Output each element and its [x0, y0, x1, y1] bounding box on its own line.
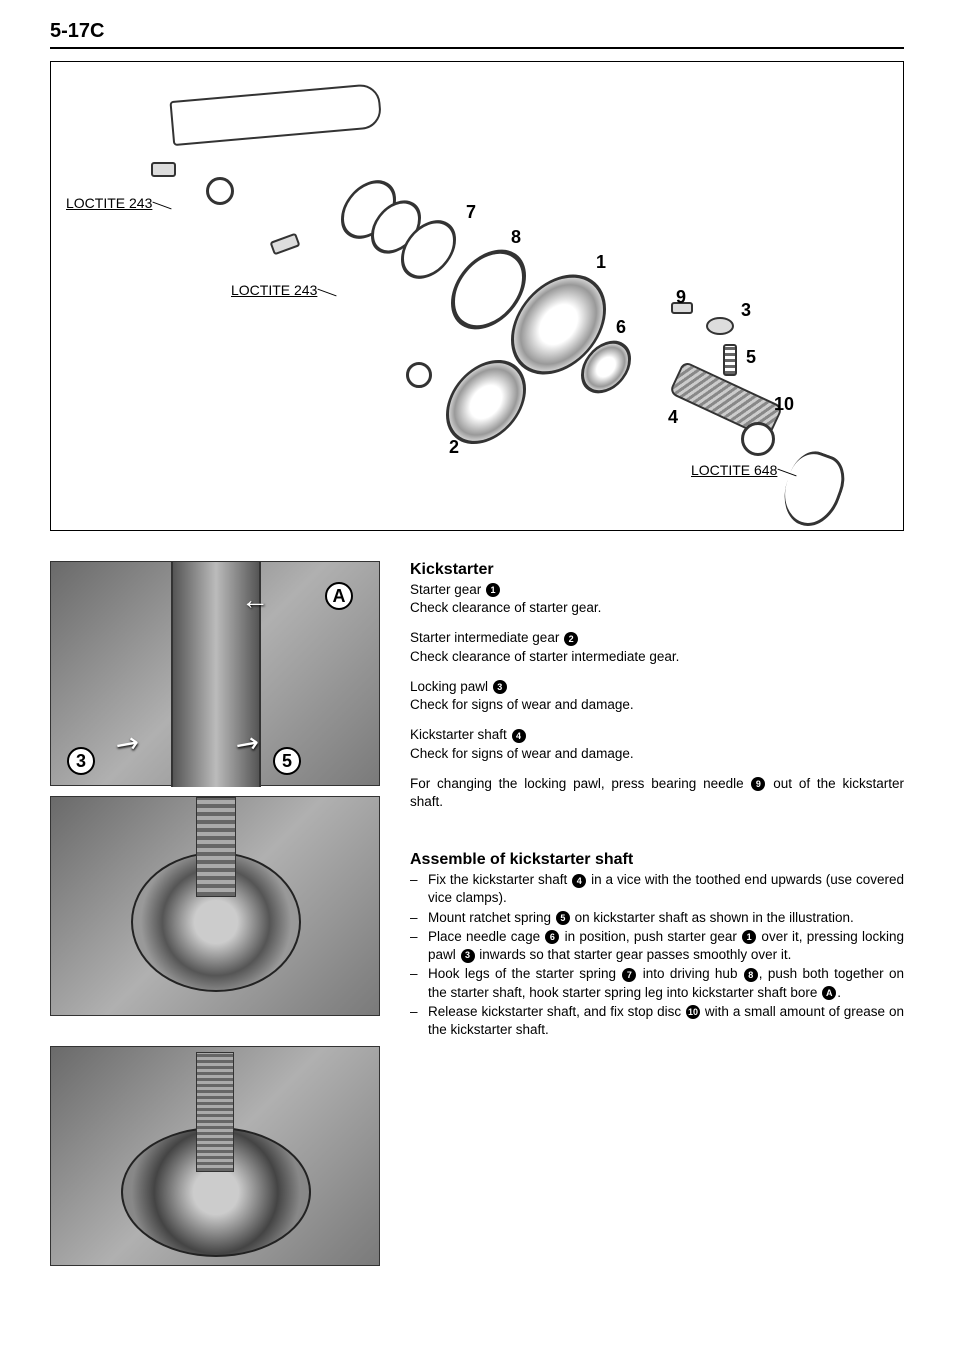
marker-A: A [325, 582, 353, 610]
dash-icon: – [410, 928, 428, 964]
bullet-5: – Release kickstarter shaft, and fix sto… [410, 1003, 904, 1039]
part-bracket [775, 445, 852, 534]
ref-8b: 8 [744, 968, 758, 982]
callout-6: 6 [616, 317, 626, 338]
text: For changing the locking pawl, press bea… [410, 776, 750, 791]
text: Fix the kickstarter shaft 4 in a vice wi… [428, 871, 904, 907]
callout-10: 10 [774, 394, 794, 415]
part-bolt-a [151, 162, 176, 177]
marker-3: 3 [67, 747, 95, 775]
callout-1: 1 [596, 252, 606, 273]
t: Hook legs of the starter spring [428, 966, 621, 981]
part-ring-small [406, 362, 432, 388]
arrow-a: ← [241, 584, 269, 616]
page-header: 5-17C [50, 20, 904, 49]
text: Locking pawl [410, 679, 492, 694]
photo-column: ← A ↗ ↗ 3 5 [50, 561, 380, 1276]
t: in position, push starter gear [560, 929, 741, 944]
t: on kickstarter shaft as shown in the ill… [571, 910, 854, 925]
arrow-3: ↗ [109, 723, 147, 763]
callout-4: 4 [668, 407, 678, 428]
ref-1b: 1 [742, 930, 756, 944]
text: Kickstarter shaft [410, 727, 511, 742]
loctite-label-b: LOCTITE 243 [231, 282, 317, 298]
text: Check for signs of wear and damage. [410, 746, 634, 761]
para-intermediate-gear: Starter intermediate gear 2 Check cleara… [410, 629, 904, 665]
para-locking-pawl: Locking pawl 3 Check for signs of wear a… [410, 678, 904, 714]
callout-9: 9 [676, 287, 686, 308]
photo-2 [50, 796, 380, 1016]
t: . [837, 985, 841, 1000]
text-column: Kickstarter Starter gear 1 Check clearan… [410, 561, 904, 1276]
text: Check clearance of starter intermediate … [410, 649, 679, 664]
ref-9: 9 [751, 777, 765, 791]
part-spring-5 [723, 344, 737, 376]
text: Starter intermediate gear [410, 630, 563, 645]
loctite-label-c: LOCTITE 648 [691, 462, 777, 478]
callout-7: 7 [466, 202, 476, 223]
text: Place needle cage 6 in position, push st… [428, 928, 904, 964]
section-title-kickstarter: Kickstarter [410, 561, 904, 579]
ref-10b: 10 [686, 1005, 700, 1019]
ref-3b: 3 [461, 949, 475, 963]
ref-6b: 6 [545, 930, 559, 944]
bullet-1: – Fix the kickstarter shaft 4 in a vice … [410, 871, 904, 907]
callout-3: 3 [741, 300, 751, 321]
loctite-label-a: LOCTITE 243 [66, 195, 152, 211]
shaft-graphic-3 [196, 1052, 234, 1172]
photo-3 [50, 1046, 380, 1266]
text: Hook legs of the starter spring 7 into d… [428, 965, 904, 1001]
para-kickstarter-shaft: Kickstarter shaft 4 Check for signs of w… [410, 726, 904, 762]
bullet-4: – Hook legs of the starter spring 7 into… [410, 965, 904, 1001]
callout-5: 5 [746, 347, 756, 368]
text: Starter gear [410, 582, 485, 597]
part-lever [169, 83, 382, 146]
ref-5b: 5 [556, 911, 570, 925]
t: inwards so that starter gear passes smoo… [476, 947, 792, 962]
text: Check for signs of wear and damage. [410, 697, 634, 712]
para-changing-pawl: For changing the locking pawl, press bea… [410, 775, 904, 811]
callout-8: 8 [511, 227, 521, 248]
text: Mount ratchet spring 5 on kickstarter sh… [428, 909, 904, 927]
t: Release kickstarter shaft, and fix stop … [428, 1004, 685, 1019]
photo-1: ← A ↗ ↗ 3 5 [50, 561, 380, 786]
ref-3: 3 [493, 680, 507, 694]
dash-icon: – [410, 965, 428, 1001]
dash-icon: – [410, 1003, 428, 1039]
part-pawl-3 [706, 317, 734, 335]
bullet-3: – Place needle cage 6 in position, push … [410, 928, 904, 964]
para-starter-gear: Starter gear 1 Check clearance of starte… [410, 581, 904, 617]
ref-2: 2 [564, 632, 578, 646]
dash-icon: – [410, 909, 428, 927]
ref-Ab: A [822, 986, 836, 1000]
text: Release kickstarter shaft, and fix stop … [428, 1003, 904, 1039]
text: Check clearance of starter gear. [410, 600, 601, 615]
ref-4: 4 [512, 729, 526, 743]
ref-7b: 7 [622, 968, 636, 982]
bullet-2: – Mount ratchet spring 5 on kickstarter … [410, 909, 904, 927]
section-title-assembly: Assemble of kickstarter shaft [410, 851, 904, 869]
part-washer-a [206, 177, 234, 205]
assembly-block: Assemble of kickstarter shaft – Fix the … [410, 851, 904, 1039]
ref-1: 1 [486, 583, 500, 597]
t: Place needle cage [428, 929, 544, 944]
shaft-graphic-2 [196, 797, 236, 897]
marker-5: 5 [273, 747, 301, 775]
t: into driving hub [637, 966, 742, 981]
dash-icon: – [410, 871, 428, 907]
t: Fix the kickstarter shaft [428, 872, 571, 887]
part-ring-10 [741, 422, 775, 456]
content-section: ← A ↗ ↗ 3 5 Kickstarter Starter gear 1 C… [50, 561, 904, 1276]
ref-4b: 4 [572, 874, 586, 888]
exploded-diagram: LOCTITE 243 LOCTITE 243 LOCTITE 648 7 8 … [50, 61, 904, 531]
t: Mount ratchet spring [428, 910, 555, 925]
part-bolt-b [269, 233, 300, 256]
callout-2: 2 [449, 437, 459, 458]
